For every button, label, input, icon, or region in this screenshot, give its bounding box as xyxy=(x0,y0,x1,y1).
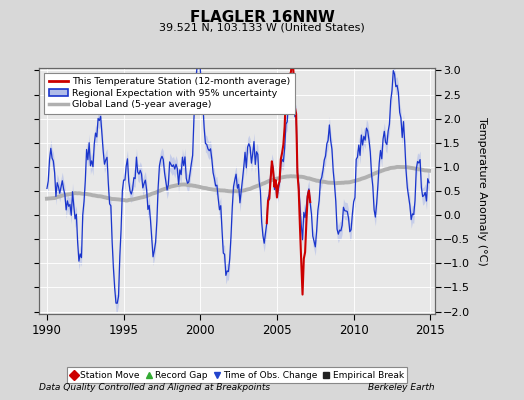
Text: FLAGLER 16NNW: FLAGLER 16NNW xyxy=(190,10,334,25)
Text: Berkeley Earth: Berkeley Earth xyxy=(368,383,435,392)
Text: Data Quality Controlled and Aligned at Breakpoints: Data Quality Controlled and Aligned at B… xyxy=(39,383,270,392)
Y-axis label: Temperature Anomaly (°C): Temperature Anomaly (°C) xyxy=(477,117,487,265)
Legend: Station Move, Record Gap, Time of Obs. Change, Empirical Break: Station Move, Record Gap, Time of Obs. C… xyxy=(67,367,408,383)
Text: 39.521 N, 103.133 W (United States): 39.521 N, 103.133 W (United States) xyxy=(159,22,365,32)
